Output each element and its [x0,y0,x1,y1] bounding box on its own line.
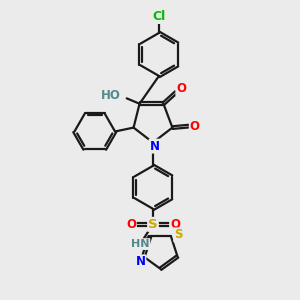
Text: O: O [190,120,200,133]
Text: O: O [126,218,136,231]
Text: N: N [135,255,146,268]
Text: O: O [170,218,180,231]
Text: N: N [149,140,160,153]
Text: S: S [148,218,158,231]
Text: Cl: Cl [152,10,166,23]
Text: HN: HN [131,239,149,249]
Text: S: S [174,228,183,242]
Text: HO: HO [101,89,121,102]
Text: O: O [176,82,186,95]
